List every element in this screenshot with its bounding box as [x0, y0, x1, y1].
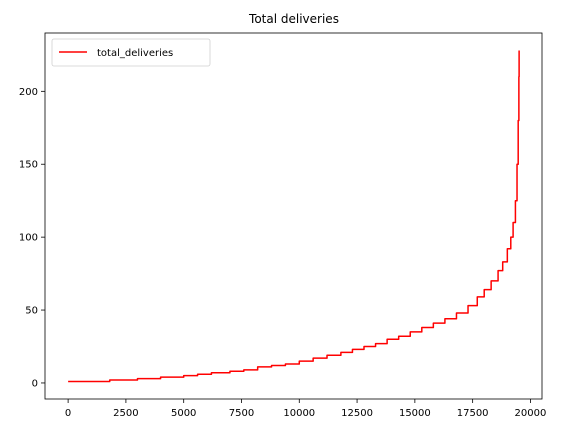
chart-title: Total deliveries	[248, 12, 339, 26]
y-tick-label: 200	[19, 87, 38, 98]
legend: total_deliveries	[51, 38, 211, 67]
plot-area	[44, 32, 543, 400]
x-tick-label: 15000	[399, 408, 431, 419]
y-tick-label: 0	[32, 378, 38, 389]
legend-box	[51, 38, 211, 67]
x-tick-label: 2500	[113, 408, 138, 419]
series-layer	[68, 50, 520, 383]
x-tick-label: 7500	[229, 408, 254, 419]
x-tick-label: 12500	[341, 408, 373, 419]
x-tick-label: 17500	[457, 408, 489, 419]
y-tick-label: 100	[19, 233, 38, 244]
x-tick-label: 20000	[515, 408, 547, 419]
series-line-total-deliveries	[68, 50, 520, 383]
x-axis: 0 2500 5000 7500 10000 12500 15000 17500 20000	[65, 399, 546, 419]
x-tick-label: 0	[65, 408, 71, 419]
y-tick-label: 150	[19, 160, 38, 171]
y-axis: 0 50 100 150 200	[19, 87, 45, 389]
y-tick-label: 50	[25, 306, 38, 317]
x-tick-label: 5000	[171, 408, 196, 419]
legend-label-total-deliveries: total_deliveries	[97, 48, 173, 59]
x-tick-label: 10000	[283, 408, 315, 419]
